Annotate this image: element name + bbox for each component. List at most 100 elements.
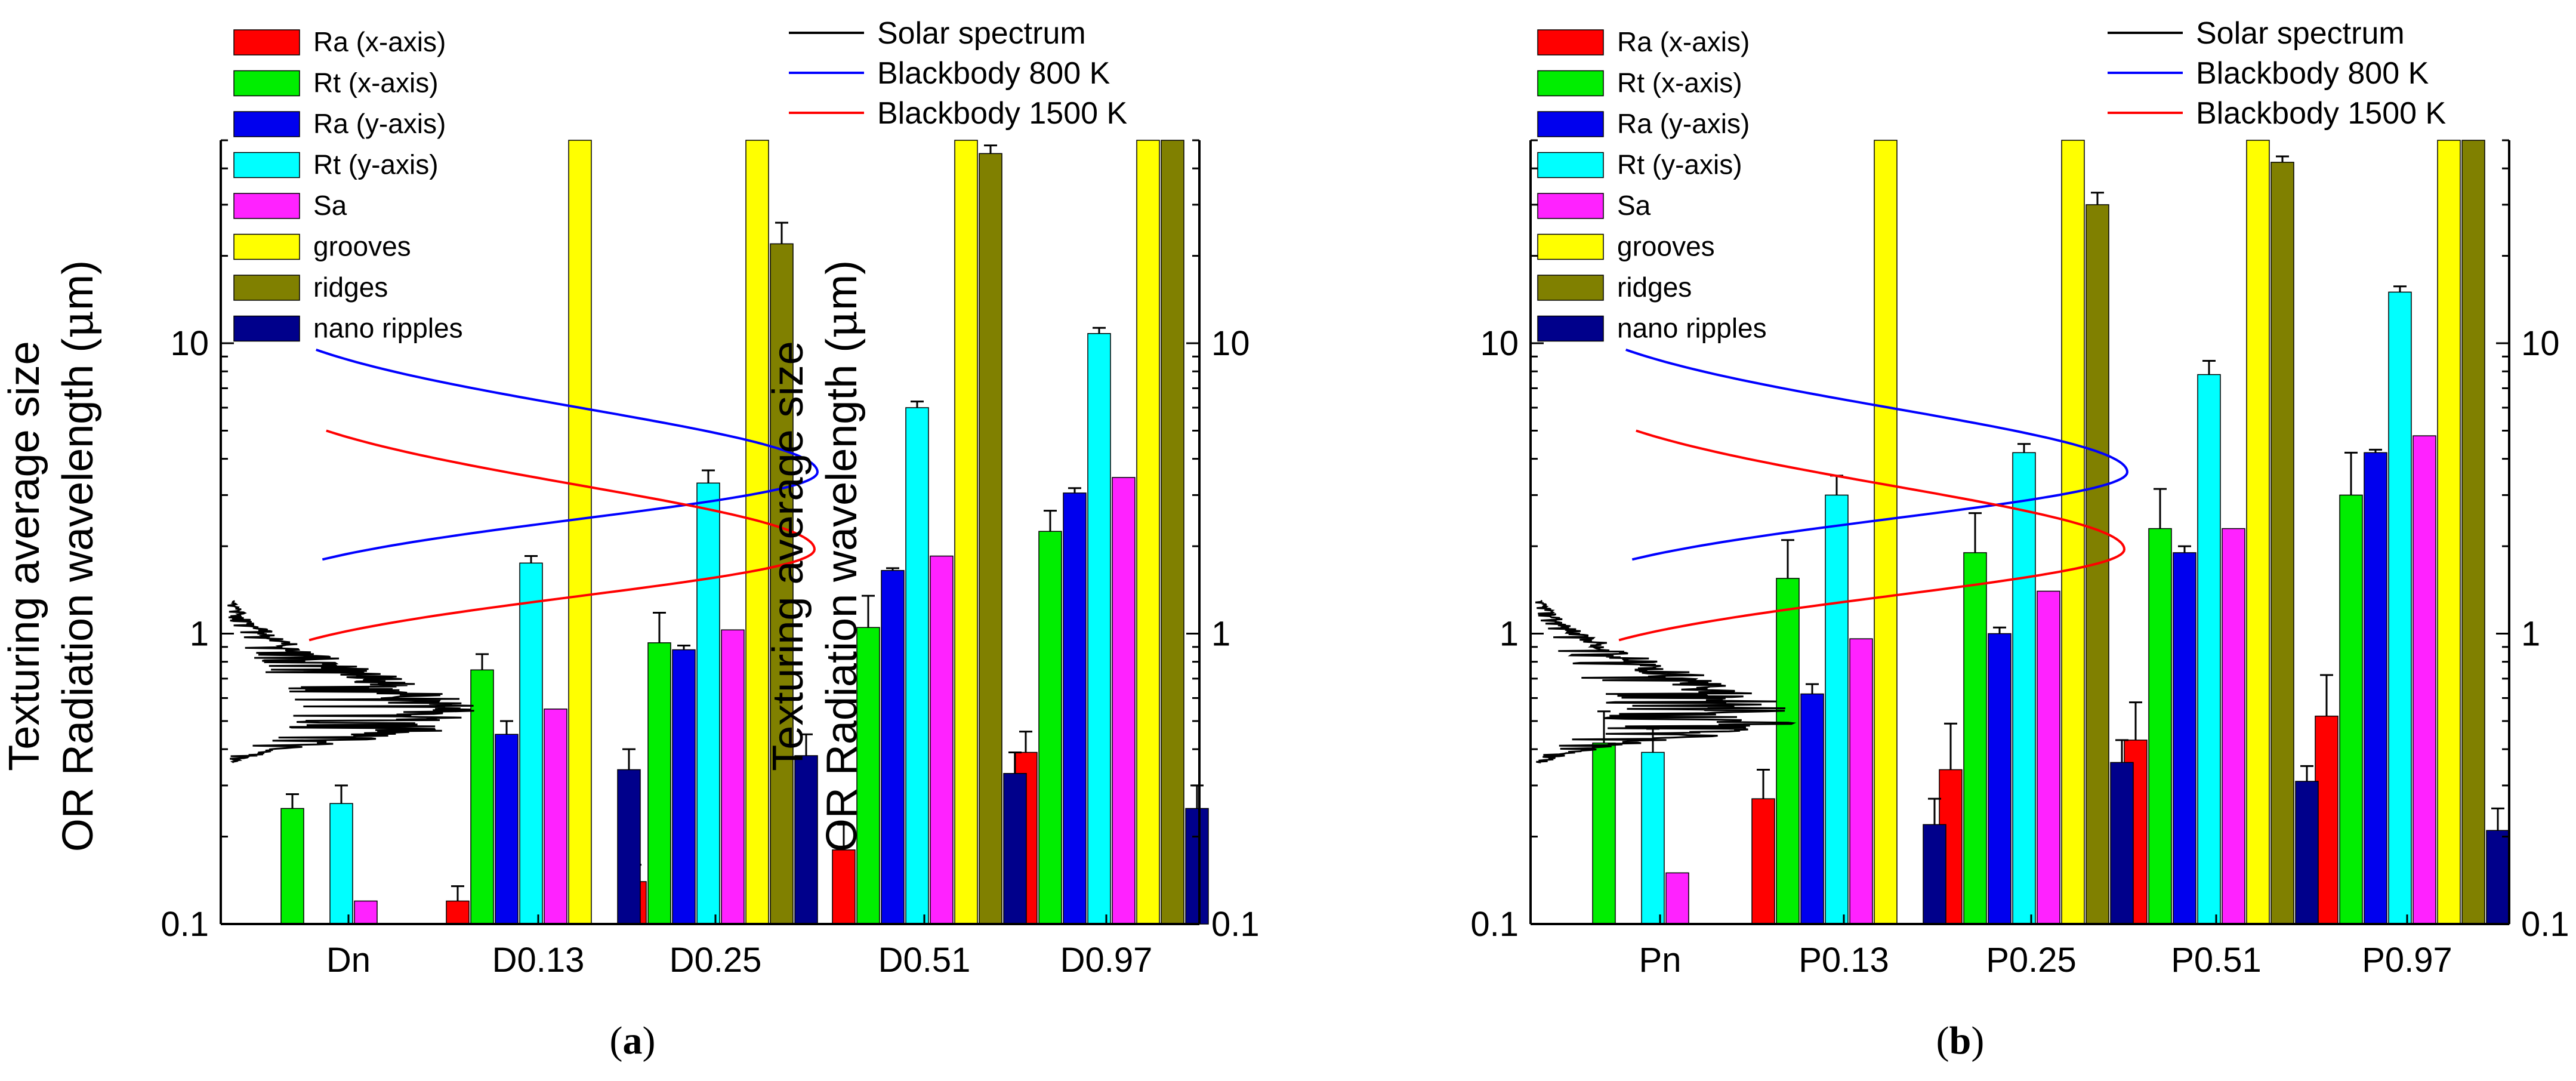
bar-rt-x-axis-dn (280, 808, 304, 925)
bar-rt-x-axis-d0-51 (856, 627, 880, 925)
error-bar-rt-x-axis-d0-97 (1044, 510, 1057, 532)
bar-grooves-p0-25 (2061, 140, 2085, 925)
legend-label-ra-x-axis: Ra (x-axis) (1617, 26, 1750, 57)
legend-swatch-ridges (1537, 275, 1604, 301)
legend-swatch-sa (1537, 193, 1604, 219)
error-bar-ra-y-axis-p0-51 (2178, 545, 2191, 553)
legend-label-rt-x-axis: Rt (x-axis) (313, 67, 439, 98)
bar-rt-x-axis-p0-13 (1776, 578, 1800, 925)
error-bar-ra-x-axis-p0-97 (2320, 674, 2333, 716)
bar-rt-y-axis-d0-13 (519, 562, 543, 925)
error-bar-ra-y-axis-p0-25 (1993, 626, 2006, 634)
bar-grooves-p0-51 (2246, 140, 2270, 925)
bar-nano-ripples-d0-97 (1185, 808, 1209, 925)
y-axis-title-line-2: OR Radiation wavelength (μm) (816, 260, 866, 852)
bar-rt-y-axis-d0-97 (1087, 333, 1111, 925)
error-bar-ridges-p0-51 (2276, 155, 2289, 162)
legend-swatch-grooves (233, 233, 300, 260)
bar-ridges-p0-97 (2461, 140, 2485, 925)
panel-label-open: ( (1936, 1019, 1949, 1062)
bar-rt-y-axis-p0-25 (2012, 452, 2036, 925)
bar-rt-x-axis-pn (1592, 743, 1616, 925)
legend-label-blackbody-1500-k: Blackbody 1500 K (2196, 96, 2446, 131)
legend-label-blackbody-1500-k: Blackbody 1500 K (877, 96, 1127, 131)
y-tick-label-right: 0.1 (2521, 905, 2569, 944)
bar-nano-ripples-d0-13 (617, 769, 641, 925)
error-bar-rt-y-axis-d0-13 (525, 555, 538, 563)
bar-ra-y-axis-p0-97 (2364, 452, 2387, 925)
bar-ra-x-axis-d0-13 (446, 900, 470, 925)
bar-ra-y-axis-p0-13 (1800, 693, 1824, 925)
panel-label-close: ) (643, 1019, 656, 1062)
error-bar-ra-y-axis-d0-97 (1068, 487, 1081, 493)
x-tick-label-p0-51: P0.51 (2171, 941, 2262, 980)
bar-nano-ripples-p0-97 (2486, 830, 2510, 925)
legend-swatch-ra-x-axis (233, 29, 300, 56)
bar-grooves-p0-97 (2437, 140, 2461, 925)
legend-swatch-rt-y-axis (233, 152, 300, 178)
curve-blackbody-1500k (308, 429, 816, 642)
bar-sa-p0-51 (2222, 528, 2245, 925)
error-bar-nano-ripples-p0-97 (2491, 807, 2504, 831)
legend-swatch-nano-ripples (1537, 315, 1604, 342)
bar-sa-dn (354, 900, 378, 925)
y-axis-title-mu: μ (816, 310, 866, 338)
bar-rt-y-axis-dn (329, 803, 353, 925)
error-bar-rt-y-axis-p0-25 (2017, 443, 2031, 453)
curve-blackbody-1500k (1618, 429, 2126, 642)
error-bar-rt-y-axis-dn (335, 784, 348, 804)
x-tick-label-d0-13: D0.13 (492, 941, 585, 980)
bar-sa-p0-13 (1849, 638, 1873, 925)
bar-rt-x-axis-p0-25 (1963, 552, 1987, 925)
bar-sa-p0-25 (2037, 590, 2060, 925)
legend-swatch-rt-x-axis (233, 70, 300, 97)
legend-swatch-grooves (1537, 233, 1604, 260)
bar-rt-x-axis-d0-13 (470, 669, 494, 925)
error-bar-nano-ripples-p0-51 (2300, 765, 2313, 781)
error-bar-ra-x-axis-p0-25 (1944, 722, 1957, 770)
bar-rt-y-axis-p0-51 (2197, 374, 2221, 925)
bar-sa-p0-97 (2413, 435, 2436, 925)
bar-ra-y-axis-p0-51 (2173, 552, 2196, 925)
bar-rt-x-axis-d0-25 (647, 642, 671, 925)
y-tick-label-left: 10 (170, 324, 209, 363)
y-tick-label-left: 0.1 (161, 905, 209, 944)
error-bar-ra-x-axis-d0-97 (1019, 731, 1032, 753)
error-bar-nano-ripples-d0-51 (1008, 751, 1022, 774)
y-tick-label-left: 0.1 (1470, 905, 1519, 944)
bar-ra-y-axis-d0-25 (672, 649, 696, 925)
bar-nano-ripples-d0-25 (794, 755, 818, 925)
legend-swatch-ra-x-axis (1537, 29, 1604, 56)
error-bar-ra-x-axis-d0-13 (451, 885, 464, 901)
legend-label-blackbody-800-k: Blackbody 800 K (2196, 56, 2429, 91)
y-axis-title-text: OR Radiation wavelength ( (818, 338, 866, 852)
bar-rt-y-axis-pn (1641, 752, 1665, 925)
bar-rt-y-axis-p0-13 (1825, 494, 1849, 925)
error-bar-nano-ripples-d0-13 (622, 748, 635, 770)
x-tick-label-d0-25: D0.25 (670, 941, 762, 980)
legend-label-rt-y-axis: Rt (y-axis) (1617, 149, 1742, 180)
curve-solar-spectrum (227, 600, 474, 763)
bar-ra-y-axis-d0-13 (495, 734, 519, 925)
bar-ra-x-axis-d0-51 (832, 849, 856, 925)
panel-b: 0.1 0.1 1 1 10 10 Pn P0.13 P0.25 P0.51 P0.97 Textur… (764, 16, 2569, 1062)
bar-rt-x-axis-p0-97 (2339, 494, 2363, 925)
error-bar-rt-x-axis-p0-13 (1781, 539, 1794, 578)
error-bar-rt-x-axis-d0-13 (476, 653, 489, 670)
error-bar-rt-x-axis-p0-51 (2154, 488, 2167, 529)
x-tick-label-d0-97: D0.97 (1060, 941, 1153, 980)
error-bar-ra-y-axis-d0-13 (500, 720, 513, 735)
error-bar-rt-x-axis-d0-51 (862, 595, 875, 628)
error-bar-ra-x-axis-d0-51 (837, 823, 850, 850)
error-bar-ridges-d0-51 (984, 144, 997, 154)
bar-grooves-p0-13 (1874, 140, 1898, 925)
bar-ra-y-axis-d0-97 (1063, 492, 1087, 925)
axes: 0.1 0.1 1 1 10 10 Dn D0.13 D0.25 D0.51 D0.97 (161, 139, 1260, 980)
panel-label-letter: a (623, 1019, 643, 1062)
panel-a: 0.1 0.1 1 1 10 10 Dn D0.13 D0.25 D0.51 D0.97 Textur… (1, 16, 1260, 1062)
y-tick-label-left: 1 (1500, 615, 1519, 654)
y-tick-label-left: 10 (1480, 324, 1519, 363)
error-bar-nano-ripples-d0-25 (800, 733, 813, 756)
legend-label-rt-x-axis: Rt (x-axis) (1617, 67, 1742, 98)
